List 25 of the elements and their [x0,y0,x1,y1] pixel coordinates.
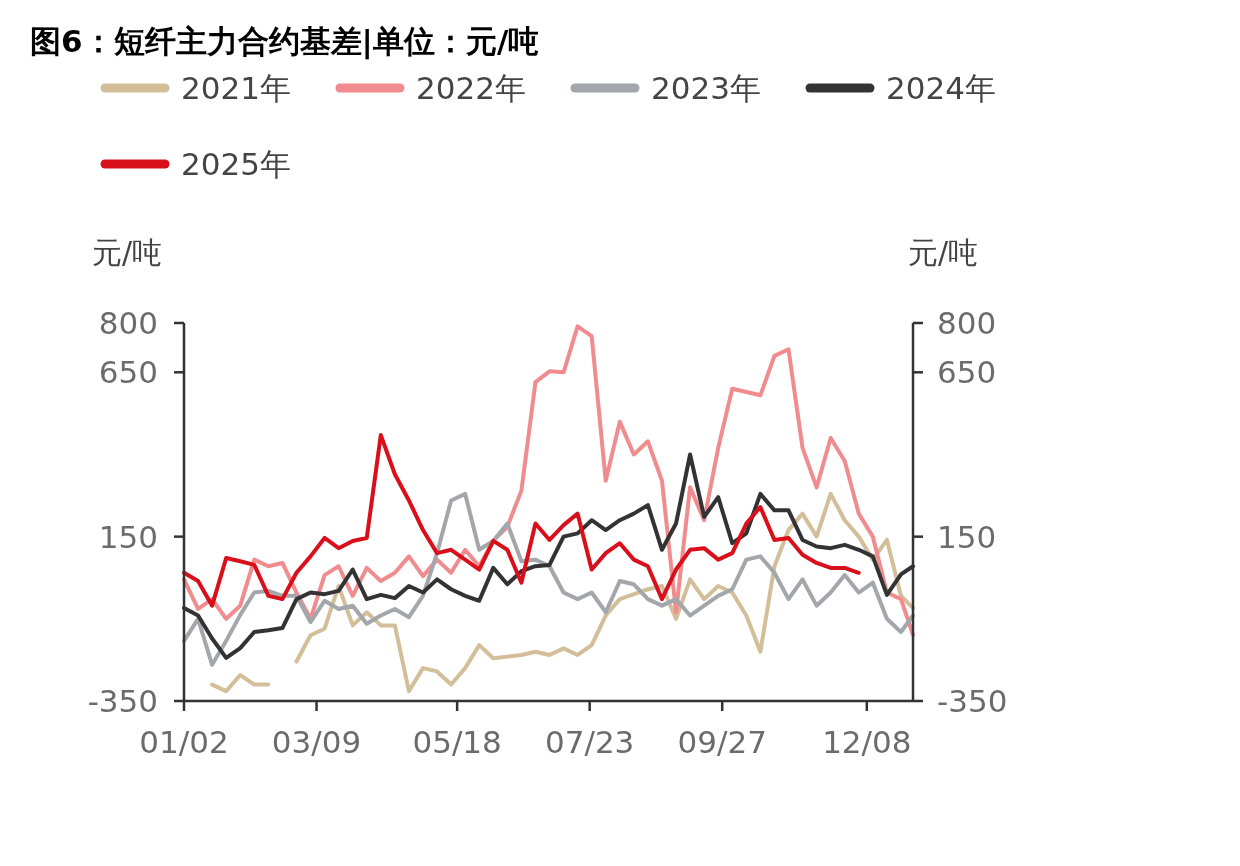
legend-label: 2022年 [416,70,526,106]
x-tick-label: 12/08 [822,724,912,760]
y-axis-title: 元/吨 [92,235,163,270]
chart-title: 图6：短纤主力合约基差|单位：元/吨 [30,23,540,60]
x-tick-label: 01/02 [139,724,229,760]
x-tick-label: 05/18 [412,724,502,760]
legend-label: 2021年 [181,70,291,106]
x-tick-label: 07/23 [545,724,635,760]
line-series [182,324,915,637]
x-tick-label: 03/09 [271,724,362,760]
y2-tick-label: 650 [937,354,997,391]
y2-axis-title: 元/吨 [908,235,979,270]
x-tick-label: 09/27 [677,724,767,760]
y-tick-label: 800 [98,304,158,341]
legend-label: 2023年 [651,70,761,106]
legend-label: 2025年 [181,146,291,182]
line-series [182,491,915,667]
y2-tick-label: -350 [937,682,1008,719]
legend-label: 2024年 [886,70,996,106]
y-tick-label: 150 [98,518,158,555]
y-tick-label: 650 [98,354,158,391]
y-tick-label: -350 [87,682,158,719]
y2-tick-label: 800 [937,304,997,341]
line-series [182,433,861,608]
y2-tick-label: 150 [937,518,997,555]
